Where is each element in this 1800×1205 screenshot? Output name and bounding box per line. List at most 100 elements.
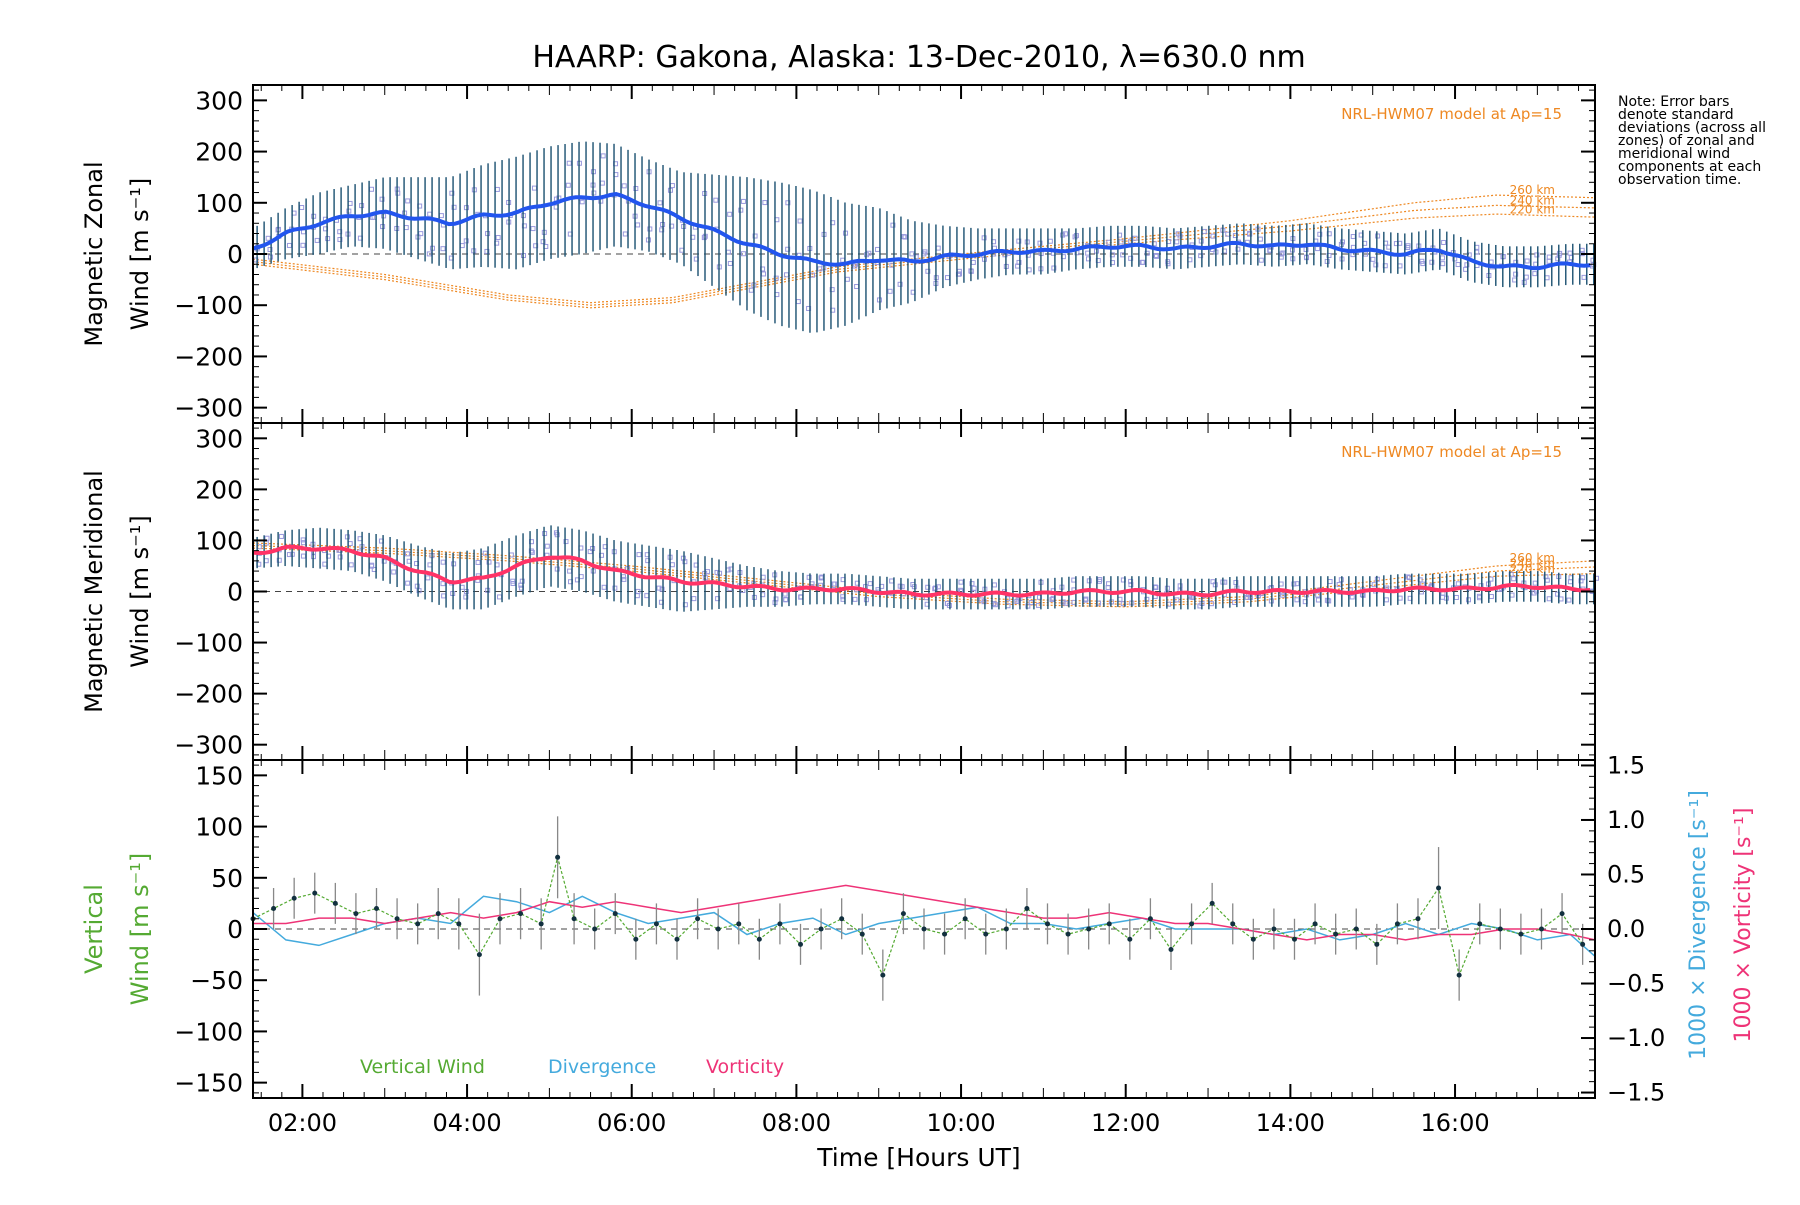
scatter-point <box>438 213 444 219</box>
vertical-wind-point <box>538 921 544 927</box>
scatter-point <box>1153 252 1159 258</box>
scatter-point <box>486 559 492 565</box>
vertical-wind-point <box>1024 906 1030 912</box>
scatter-point <box>563 539 569 545</box>
vertical-wind-point <box>291 895 297 901</box>
vertical-wind-point <box>612 911 618 917</box>
vertical-wind-point <box>1003 926 1009 932</box>
vertical-wind-point <box>1250 936 1256 942</box>
scatter-point <box>1118 239 1124 245</box>
vertical-wind-point <box>1291 936 1297 942</box>
scatter-point <box>264 535 270 541</box>
scatter-point <box>497 594 503 600</box>
right-ytick-label: 0.5 <box>1607 860 1645 888</box>
right-ytick-label: −0.5 <box>1607 970 1665 998</box>
vertical-wind-point <box>1415 916 1421 922</box>
vertical-wind-point <box>818 926 824 932</box>
scatter-point <box>286 242 292 248</box>
scatter-point <box>459 243 465 249</box>
vertical-wind-point <box>456 921 462 927</box>
scatter-point <box>1513 271 1519 277</box>
scatter-point <box>795 299 801 305</box>
scatter-point <box>475 559 481 565</box>
scatter-point <box>1174 597 1180 603</box>
xtick-label: 12:00 <box>1091 1109 1160 1137</box>
scatter-point <box>925 584 931 590</box>
scatter-point <box>1439 255 1445 261</box>
divergence-line <box>252 895 1596 957</box>
scatter-point <box>644 593 650 599</box>
vertical-wind-point <box>271 906 277 912</box>
xtick-label: 16:00 <box>1420 1109 1489 1137</box>
scatter-point <box>1294 581 1300 587</box>
scatter-point <box>761 271 767 277</box>
vertical-wind-point <box>962 916 968 922</box>
scatter-point <box>482 550 488 556</box>
model-height-label: 260 km <box>1510 551 1555 565</box>
xtick-label: 04:00 <box>432 1109 501 1137</box>
scatter-point <box>1327 579 1333 585</box>
scatter-point <box>451 204 457 210</box>
scatter-point <box>531 185 537 191</box>
scatter-point <box>971 585 977 591</box>
scatter-point <box>1294 597 1300 603</box>
scatter-point <box>347 541 353 547</box>
scatter-point <box>1291 581 1297 587</box>
scatter-point <box>403 225 409 231</box>
ytick-label: 200 <box>195 475 243 504</box>
scatter-point <box>540 239 546 245</box>
scatter-point <box>1132 235 1138 241</box>
model-label: NRL-HWM07 model at Ap=15 <box>1341 105 1562 123</box>
scatter-point <box>1233 579 1239 585</box>
vertical-wind-point <box>332 900 338 906</box>
scatter-point <box>713 197 719 203</box>
scatter-point <box>1511 576 1517 582</box>
scatter-point <box>1532 271 1538 277</box>
vertical-wind-point <box>839 916 845 922</box>
scatter-point <box>752 233 758 239</box>
ytick-label: 0 <box>227 915 243 944</box>
scatter-point <box>669 183 675 189</box>
scatter-point <box>909 251 915 257</box>
scatter-point <box>1120 252 1126 258</box>
scatter-point <box>1072 234 1078 240</box>
vertical-wind-point <box>1518 931 1524 937</box>
scatter-point <box>992 602 998 608</box>
scatter-point <box>1509 592 1515 598</box>
scatter-point <box>1350 234 1356 240</box>
vertical-wind-point <box>1394 921 1400 927</box>
vertical-wind-point <box>653 921 659 927</box>
scatter-point <box>1210 579 1216 585</box>
scatter-point <box>278 533 284 539</box>
vertical-wind-point <box>1580 941 1586 947</box>
scatter-point <box>633 186 639 192</box>
scatter-point <box>1085 250 1091 256</box>
vertical-wind-point <box>1353 926 1359 932</box>
scatter-point <box>1025 603 1031 609</box>
vertical-wind-point <box>1436 885 1442 891</box>
vertical-wind-point <box>1538 926 1544 932</box>
scatter-point <box>463 594 469 600</box>
scatter-point <box>300 242 306 248</box>
scatter-point <box>1244 594 1250 600</box>
vertical-wind-point <box>1374 941 1380 947</box>
xtick-label: 02:00 <box>268 1109 337 1137</box>
scatter-point <box>1336 582 1342 588</box>
scatter-point <box>727 211 733 217</box>
scatter-point <box>1373 262 1379 268</box>
scatter-point <box>1453 594 1459 600</box>
vertical-wind-point <box>1477 921 1483 927</box>
right-ytick-label: 1.0 <box>1607 806 1645 834</box>
vertical-wind-point <box>592 926 598 932</box>
model-height-label: 240 km <box>1510 556 1555 570</box>
scatter-point <box>875 246 881 252</box>
scatter-point <box>1198 253 1204 259</box>
scatter-point <box>969 581 975 587</box>
chart-title: HAARP: Gakona, Alaska: 13-Dec-2010, λ=63… <box>532 40 1305 75</box>
scatter-point <box>381 558 387 564</box>
scatter-point <box>1060 599 1066 605</box>
scatter-point <box>427 211 433 217</box>
scatter-point <box>1128 255 1134 261</box>
scatter-point <box>991 582 997 588</box>
scatter-point <box>656 585 662 591</box>
